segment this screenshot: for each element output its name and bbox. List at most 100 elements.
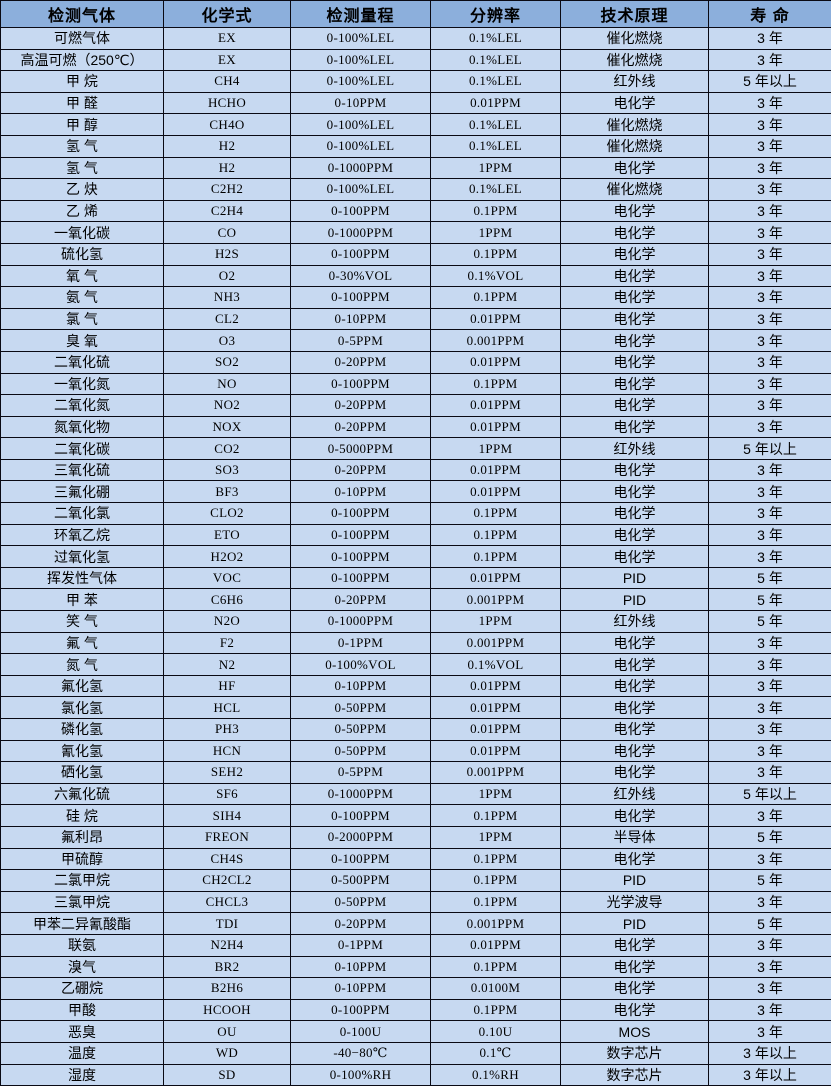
cell-resolution: 0.01PPM [431, 697, 561, 719]
cell-principle: 电化学 [561, 459, 709, 481]
cell-gas: 甲 醛 [1, 92, 164, 114]
cell-lifetime: 5 年以上 [709, 71, 831, 93]
cell-lifetime: 3 年 [709, 179, 831, 201]
cell-lifetime: 5 年 [709, 913, 831, 935]
column-header-formula: 化学式 [164, 1, 291, 28]
cell-gas: 甲 苯 [1, 589, 164, 611]
cell-formula: HCHO [164, 92, 291, 114]
cell-principle: 电化学 [561, 157, 709, 179]
cell-resolution: 0.01PPM [431, 459, 561, 481]
cell-gas: 硅 烷 [1, 805, 164, 827]
cell-formula: SF6 [164, 783, 291, 805]
cell-range: 0-20PPM [291, 351, 431, 373]
cell-formula: NO2 [164, 395, 291, 417]
cell-resolution: 0.01PPM [431, 934, 561, 956]
cell-formula: N2 [164, 654, 291, 676]
cell-range: 0-1PPM [291, 632, 431, 654]
cell-lifetime: 3 年 [709, 654, 831, 676]
column-header-lifetime: 寿 命 [709, 1, 831, 28]
cell-gas: 硫化氢 [1, 243, 164, 265]
cell-range: 0-100PPM [291, 503, 431, 525]
cell-resolution: 0.001PPM [431, 632, 561, 654]
cell-resolution: 0.01PPM [431, 351, 561, 373]
cell-gas: 二氧化氯 [1, 503, 164, 525]
cell-lifetime: 3 年 [709, 503, 831, 525]
cell-resolution: 0.01PPM [431, 675, 561, 697]
cell-formula: O2 [164, 265, 291, 287]
cell-gas: 恶臭 [1, 1021, 164, 1043]
cell-principle: 电化学 [561, 546, 709, 568]
cell-range: 0-1000PPM [291, 222, 431, 244]
cell-range: 0-100PPM [291, 805, 431, 827]
cell-formula: EX [164, 49, 291, 71]
cell-range: 0-20PPM [291, 395, 431, 417]
cell-principle: 电化学 [561, 524, 709, 546]
cell-gas: 氮氧化物 [1, 416, 164, 438]
cell-resolution: 0.001PPM [431, 589, 561, 611]
cell-range: 0-30%VOL [291, 265, 431, 287]
cell-formula: WD [164, 1042, 291, 1064]
cell-lifetime: 5 年以上 [709, 438, 831, 460]
cell-resolution: 0.01PPM [431, 395, 561, 417]
cell-resolution: 0.1PPM [431, 503, 561, 525]
cell-range: 0-50PPM [291, 891, 431, 913]
cell-gas: 氧 气 [1, 265, 164, 287]
cell-resolution: 0.1%VOL [431, 265, 561, 287]
cell-gas: 甲苯二异氰酸酯 [1, 913, 164, 935]
cell-lifetime: 3 年 [709, 330, 831, 352]
cell-principle: 半导体 [561, 826, 709, 848]
cell-resolution: 0.1%LEL [431, 135, 561, 157]
cell-lifetime: 3 年 [709, 243, 831, 265]
cell-principle: 红外线 [561, 71, 709, 93]
cell-resolution: 0.0100M [431, 978, 561, 1000]
cell-resolution: 1PPM [431, 222, 561, 244]
cell-gas: 高温可燃（250℃） [1, 49, 164, 71]
cell-range: -40−80℃ [291, 1042, 431, 1064]
cell-gas: 磷化氢 [1, 719, 164, 741]
column-header-resolution: 分辨率 [431, 1, 561, 28]
cell-range: 0-20PPM [291, 416, 431, 438]
cell-lifetime: 3 年 [709, 697, 831, 719]
cell-formula: CH2CL2 [164, 870, 291, 892]
cell-range: 0-100PPM [291, 243, 431, 265]
cell-principle: 电化学 [561, 481, 709, 503]
cell-principle: 电化学 [561, 740, 709, 762]
cell-resolution: 0.01PPM [431, 740, 561, 762]
header-row: 检测气体 化学式 检测量程 分辨率 技术原理 寿 命 [1, 1, 831, 28]
cell-gas: 挥发性气体 [1, 567, 164, 589]
cell-resolution: 1PPM [431, 826, 561, 848]
cell-gas: 二氯甲烷 [1, 870, 164, 892]
cell-gas: 氯 气 [1, 308, 164, 330]
cell-gas: 二氧化硫 [1, 351, 164, 373]
cell-formula: N2H4 [164, 934, 291, 956]
cell-resolution: 0.01PPM [431, 567, 561, 589]
cell-gas: 氯化氢 [1, 697, 164, 719]
cell-formula: CH4S [164, 848, 291, 870]
cell-principle: 催化燃烧 [561, 114, 709, 136]
cell-formula: CO [164, 222, 291, 244]
cell-gas: 溴气 [1, 956, 164, 978]
cell-principle: PID [561, 567, 709, 589]
cell-range: 0-20PPM [291, 459, 431, 481]
cell-resolution: 0.01PPM [431, 308, 561, 330]
cell-lifetime: 3 年 [709, 373, 831, 395]
cell-principle: 电化学 [561, 243, 709, 265]
cell-principle: 电化学 [561, 200, 709, 222]
cell-formula: CH4O [164, 114, 291, 136]
cell-formula: EX [164, 28, 291, 50]
cell-range: 0-20PPM [291, 913, 431, 935]
cell-resolution: 0.001PPM [431, 762, 561, 784]
cell-range: 0-5PPM [291, 330, 431, 352]
cell-range: 0-100%LEL [291, 28, 431, 50]
